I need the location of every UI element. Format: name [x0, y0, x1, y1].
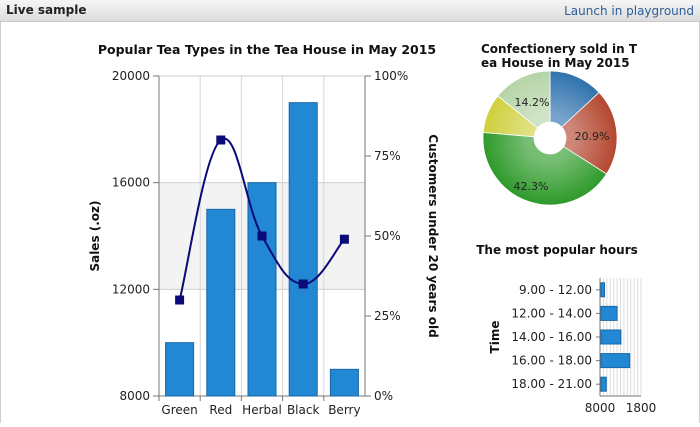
pie-slice-label: 42.3%	[514, 180, 549, 193]
y-axis-title: Sales (.oz)	[88, 200, 102, 271]
sample-panel: Popular Tea Types in the Tea House in Ma…	[0, 22, 700, 423]
x-tick-label: Berry	[328, 403, 360, 417]
y2-tick-label: 100%	[374, 69, 408, 83]
hours-y-axis-title: Time	[488, 321, 502, 354]
line-marker-berry	[339, 234, 349, 244]
bar-green	[165, 342, 195, 397]
confectionery-pie-chart: Confectionery sold in Tea House in May 2…	[481, 42, 638, 206]
charts-canvas: Popular Tea Types in the Tea House in Ma…	[88, 42, 656, 417]
line-marker-red	[216, 135, 226, 145]
y2-axis-title: Customers under 20 years old	[426, 134, 440, 337]
bar-herbal	[247, 182, 277, 397]
hours-category-label: 12.00 - 14.00	[511, 306, 592, 320]
x-tick-label: Green	[161, 403, 197, 417]
hours-bar	[600, 376, 607, 392]
hours-title: The most popular hours	[476, 243, 638, 257]
bar-black	[288, 102, 318, 397]
pie-slice-label: 14.2%	[515, 96, 550, 109]
tea-types-chart: Popular Tea Types in the Tea House in Ma…	[88, 42, 440, 417]
popular-hours-chart: The most popular hours 9.00 - 12.00 12.00 …	[476, 243, 656, 415]
chart-title: Popular Tea Types in the Tea House in Ma…	[98, 42, 436, 57]
y2-tick-label: 0%	[374, 389, 393, 403]
line-marker-herbal	[257, 231, 267, 241]
hours-bar	[600, 282, 606, 298]
pie-title-line: Confectionery sold in T	[481, 42, 638, 56]
y-tick-label: 12000	[112, 282, 150, 296]
line-marker-black	[298, 279, 308, 289]
hours-bar	[600, 353, 631, 369]
y-tick-label: 16000	[112, 176, 150, 190]
launch-playground-link[interactable]: Launch in playground	[564, 4, 694, 18]
y2-tick-label: 25%	[374, 309, 401, 323]
hours-bar	[600, 329, 622, 345]
x-tick-label: Black	[287, 403, 320, 417]
hours-category-label: 14.00 - 16.00	[511, 330, 592, 344]
x-tick-label: Herbal	[242, 403, 282, 417]
line-marker-green	[175, 295, 185, 305]
customers-line	[178, 137, 346, 301]
hours-category-label: 16.00 - 18.00	[511, 354, 592, 368]
x-tick-label: Red	[209, 403, 232, 417]
y-tick-label: 8000	[119, 389, 150, 403]
y2-tick-label: 75%	[374, 149, 401, 163]
sample-title: Live sample	[6, 3, 87, 17]
hours-x-tick-label: 8000	[585, 401, 616, 415]
pie-slice-label: 20.9%	[575, 130, 610, 143]
hours-bar	[600, 305, 618, 321]
sample-header: Live sample Launch in playground	[0, 0, 700, 22]
bar-red	[206, 208, 236, 397]
hours-category-label: 18.00 - 21.00	[511, 377, 592, 391]
bar-berry	[329, 368, 359, 397]
pie-shading	[483, 71, 617, 205]
hours-x-tick-label: 1800	[626, 401, 657, 415]
y-tick-label: 20000	[112, 69, 150, 83]
hours-category-label: 9.00 - 12.00	[519, 283, 592, 297]
pie-title-line: ea House in May 2015	[481, 56, 630, 70]
y2-tick-label: 50%	[374, 229, 401, 243]
